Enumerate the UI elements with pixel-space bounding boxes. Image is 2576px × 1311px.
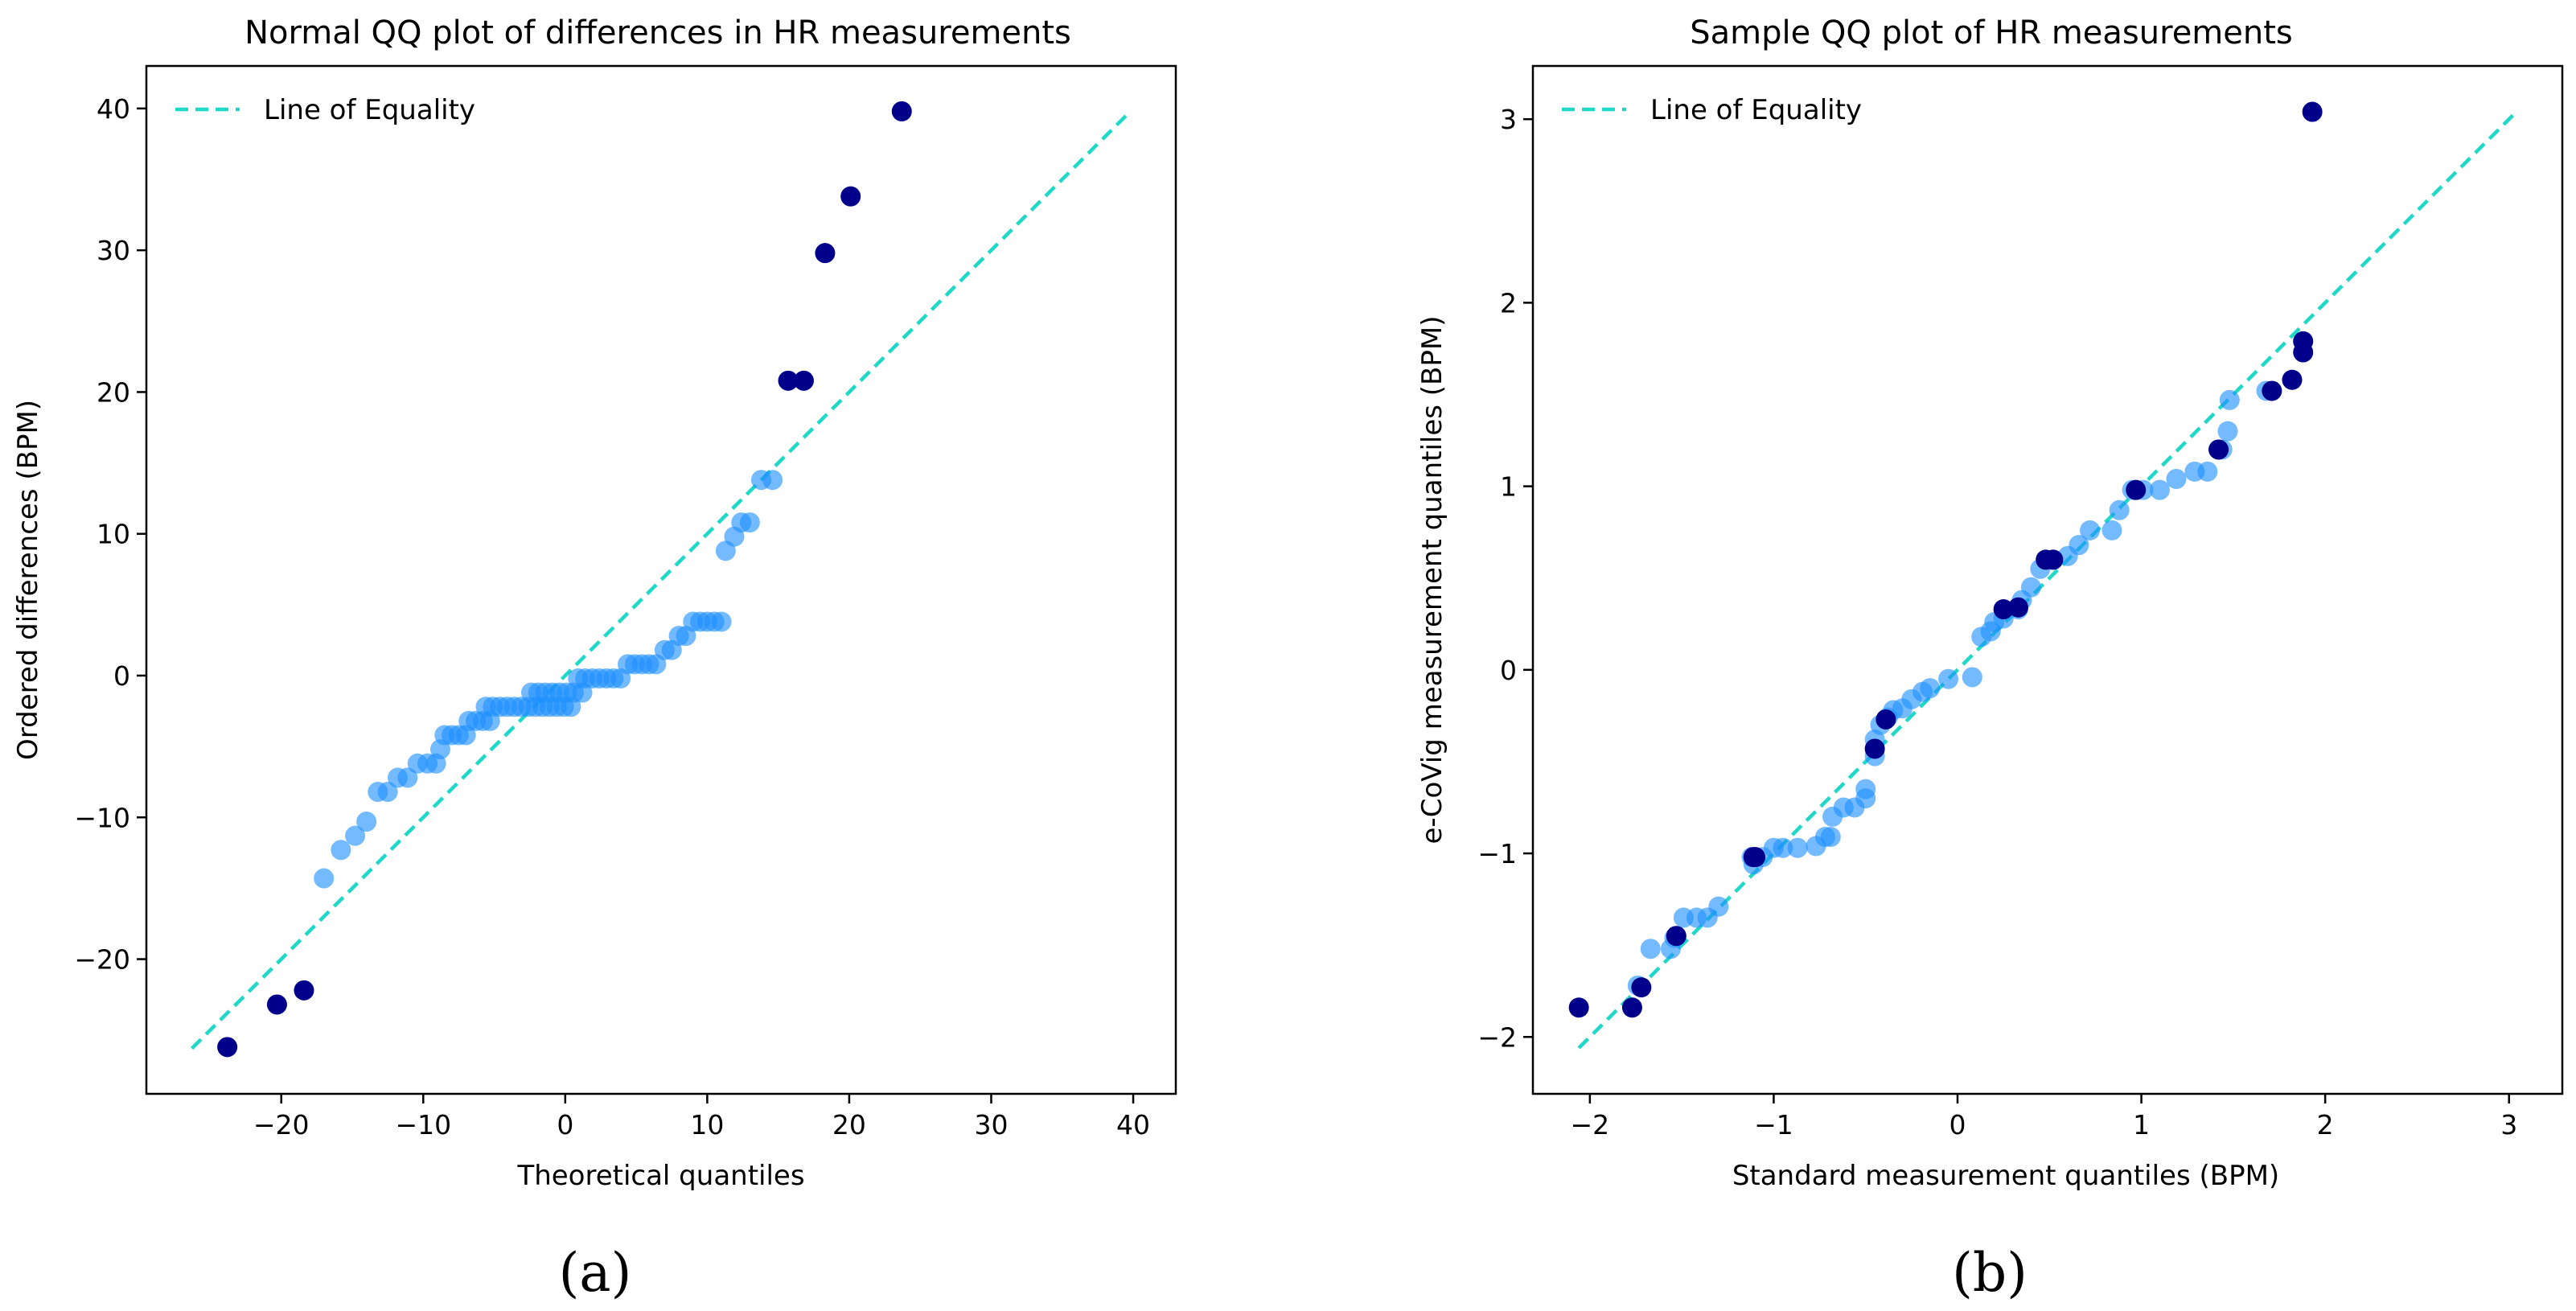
chart-a-outlier-point bbox=[266, 994, 287, 1015]
chart-a-inlier-point bbox=[377, 782, 398, 803]
chart-b-inlier-point bbox=[2149, 479, 2170, 500]
chart-a-y-label: Ordered differences (BPM) bbox=[12, 400, 44, 760]
chart-b-panel-label: (b) bbox=[1952, 1242, 2028, 1304]
chart-panel-b: Sample QQ plot of HR measurements −2 −1 0 1… bbox=[1416, 14, 2564, 1304]
chart-b-inlier-point bbox=[1640, 939, 1661, 960]
chart-b-x-tick-label: 1 bbox=[2133, 1109, 2150, 1140]
chart-b-inlier-point bbox=[1820, 827, 1841, 847]
chart-a-outlier-point bbox=[840, 186, 861, 207]
chart-a-legend-label: Line of Equality bbox=[264, 94, 475, 126]
chart-a-legend: Line of Equality bbox=[175, 94, 475, 126]
chart-b-outlier-point bbox=[2208, 439, 2229, 460]
chart-a-y-tick-label: 0 bbox=[113, 660, 130, 692]
chart-b-inlier-point bbox=[2080, 520, 2101, 540]
chart-a-outlier-point bbox=[815, 243, 836, 264]
chart-b-inlier-point bbox=[2217, 421, 2238, 442]
chart-b-x-tick-label: −2 bbox=[1571, 1109, 1610, 1140]
chart-b-y-tick-label: 3 bbox=[1500, 104, 1517, 135]
chart-a-x-tick-label: −20 bbox=[253, 1109, 310, 1140]
chart-b-y-tick-label: −1 bbox=[1477, 838, 1517, 869]
chart-a-y-tick-label: −20 bbox=[74, 944, 130, 976]
chart-b-outlier-point bbox=[2293, 331, 2314, 351]
chart-b-inlier-point bbox=[1962, 667, 1982, 688]
chart-b-x-tick-label: −1 bbox=[1754, 1109, 1793, 1140]
chart-b-outlier-point bbox=[1993, 599, 2014, 620]
chart-a-y-tick-label: 40 bbox=[97, 93, 130, 125]
chart-a-y-tick-label: 30 bbox=[97, 235, 130, 266]
chart-b-outlier-point bbox=[1876, 709, 1896, 729]
chart-a-x-tick-label: 0 bbox=[557, 1109, 573, 1140]
chart-b-outlier-point bbox=[2282, 369, 2303, 390]
chart-b-outlier-point bbox=[2007, 597, 2028, 618]
chart-b-outlier-point bbox=[2302, 101, 2323, 122]
chart-a-inlier-point bbox=[397, 767, 418, 788]
chart-a-x-tick-label: 10 bbox=[690, 1109, 724, 1140]
chart-b-y-tick-label: 1 bbox=[1500, 471, 1517, 503]
chart-a-inlier-point bbox=[711, 611, 732, 632]
chart-b-inlier-point bbox=[1938, 668, 1959, 689]
chart-b-title: Sample QQ plot of HR measurements bbox=[1690, 14, 2293, 51]
chart-b-inlier-point bbox=[2020, 577, 2041, 598]
chart-b-outlier-point bbox=[2043, 549, 2064, 570]
chart-a-x-tick-label: 20 bbox=[832, 1109, 866, 1140]
chart-b-inlier-point bbox=[1855, 779, 1876, 799]
chart-b-outlier-point bbox=[2126, 479, 2147, 500]
chart-a-axes-frame bbox=[145, 64, 1177, 1095]
chart-a-outlier-point bbox=[891, 101, 912, 121]
chart-a-x-tick-label: −10 bbox=[395, 1109, 451, 1140]
chart-b-inlier-point bbox=[2069, 535, 2089, 556]
chart-b-inlier-point bbox=[2109, 499, 2130, 520]
chart-a-inlier-point bbox=[345, 825, 366, 846]
chart-b-axes-frame bbox=[1531, 64, 2564, 1095]
chart-a-inlier-point bbox=[356, 812, 377, 832]
chart-b-inlier-point bbox=[1773, 837, 1793, 858]
chart-a-y-tick-label: 20 bbox=[97, 376, 130, 408]
chart-a-panel-label: (a) bbox=[559, 1242, 632, 1304]
chart-b-x-tick-label: 0 bbox=[1949, 1109, 1966, 1140]
chart-b-legend-label: Line of Equality bbox=[1650, 94, 1862, 126]
chart-a-equality-line bbox=[190, 109, 1132, 1050]
chart-a-inlier-point bbox=[739, 512, 760, 533]
chart-a-outlier-point bbox=[778, 370, 799, 391]
chart-panel-a: Normal QQ plot of differences in HR meas… bbox=[12, 14, 1177, 1304]
chart-b-inlier-point bbox=[1708, 896, 1729, 917]
chart-b-outlier-point bbox=[1568, 997, 1589, 1018]
chart-a-title: Normal QQ plot of differences in HR meas… bbox=[244, 14, 1071, 51]
chart-b-outlier-point bbox=[1745, 847, 1766, 868]
chart-b-inlier-point bbox=[2101, 520, 2122, 540]
chart-b-outlier-point bbox=[1631, 977, 1652, 998]
chart-a-inlier-point bbox=[331, 840, 351, 861]
chart-a-outlier-point bbox=[294, 980, 314, 1001]
chart-b-y-tick-label: 2 bbox=[1500, 287, 1517, 319]
chart-b-outlier-point bbox=[1666, 926, 1687, 947]
chart-a-y-tick-label: −10 bbox=[74, 802, 130, 833]
chart-b-inlier-point bbox=[2197, 461, 2218, 482]
chart-b-x-tick-label: 3 bbox=[2500, 1109, 2517, 1140]
chart-b-y-label: e-CoVig measurement quantiles (BPM) bbox=[1416, 316, 1448, 845]
chart-a-x-label: Theoretical quantiles bbox=[516, 1160, 804, 1192]
chart-b-y-tick-label: −2 bbox=[1477, 1021, 1517, 1053]
chart-b-inlier-point bbox=[1787, 837, 1808, 858]
chart-b-inlier-point bbox=[2219, 389, 2240, 410]
chart-a-x-tick-label: 30 bbox=[974, 1109, 1008, 1140]
chart-a-inlier-point bbox=[314, 868, 335, 889]
chart-a-outlier-point bbox=[793, 370, 814, 391]
chart-b-legend: Line of Equality bbox=[1562, 94, 1862, 126]
chart-b-inlier-point bbox=[1920, 678, 1941, 699]
chart-b-outlier-point bbox=[1864, 738, 1885, 759]
chart-a-x-tick-label: 40 bbox=[1116, 1109, 1150, 1140]
chart-b-x-tick-label: 2 bbox=[2317, 1109, 2334, 1140]
chart-b-y-tick-label: 0 bbox=[1500, 655, 1517, 686]
chart-b-outlier-point bbox=[2262, 380, 2282, 401]
chart-a-inlier-point bbox=[762, 470, 783, 491]
chart-b-inlier-point bbox=[2166, 468, 2187, 489]
chart-b-outlier-point bbox=[1621, 997, 1642, 1018]
chart-a-outlier-point bbox=[217, 1037, 238, 1058]
chart-b-x-label: Standard measurement quantiles (BPM) bbox=[1732, 1160, 2279, 1192]
chart-a-y-tick-label: 10 bbox=[97, 519, 130, 550]
